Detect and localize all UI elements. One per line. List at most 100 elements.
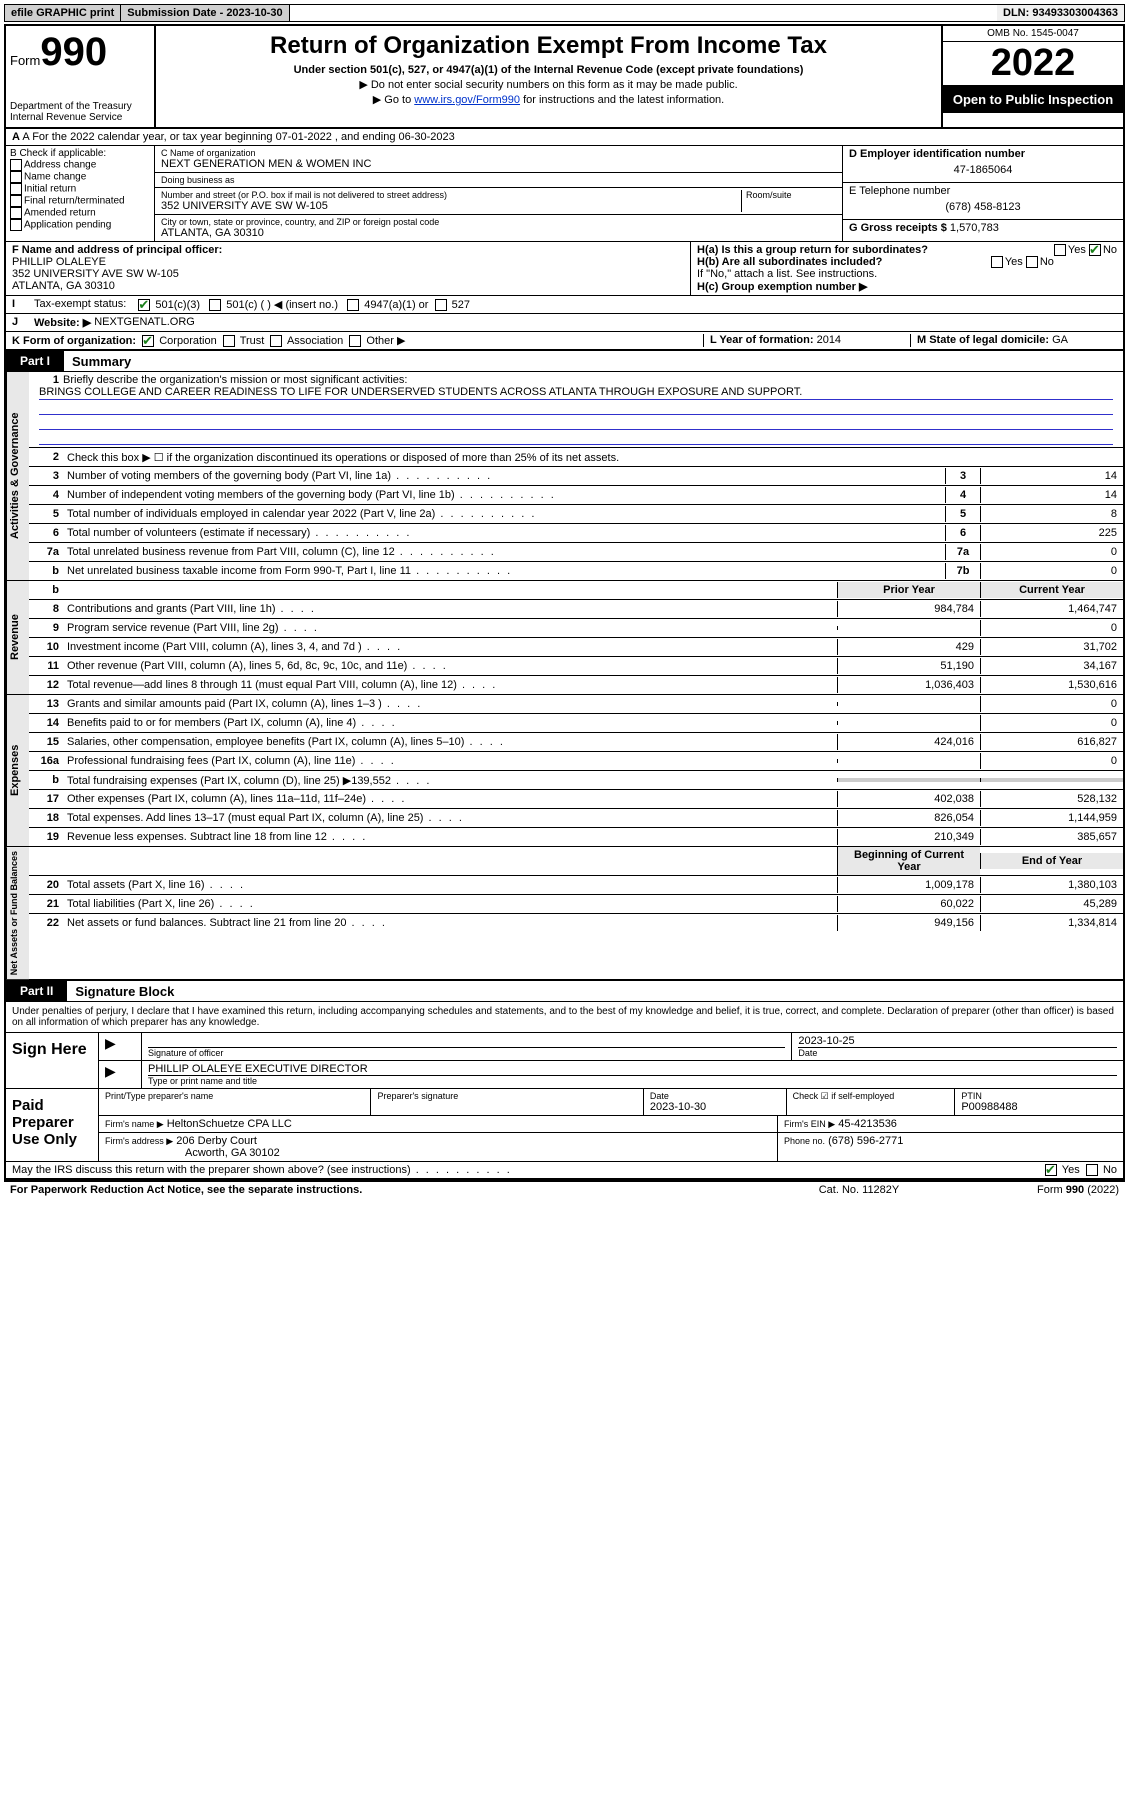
discuss-yes: Yes [1062, 1164, 1080, 1176]
cb-initial[interactable] [10, 183, 22, 195]
current-val: 31,702 [980, 639, 1123, 655]
discuss-yes-cb[interactable] [1045, 1164, 1057, 1176]
note-link: ▶ Go to www.irs.gov/Form990 for instruct… [166, 93, 931, 106]
footer-left: For Paperwork Reduction Act Notice, see … [10, 1184, 362, 1196]
prior-val [837, 721, 980, 725]
line-text: Net assets or fund balances. Subtract li… [63, 915, 837, 931]
discuss-no-cb[interactable] [1086, 1164, 1098, 1176]
prior-val: 949,156 [837, 915, 980, 931]
k-label: K Form of organization: [12, 335, 136, 347]
line-num: 12 [29, 677, 63, 693]
prep-date: 2023-10-30 [650, 1101, 780, 1113]
prep-sig-lbl: Preparer's signature [377, 1091, 636, 1101]
org-name: NEXT GENERATION MEN & WOMEN INC [161, 158, 836, 170]
hb-no-cb[interactable] [1026, 256, 1038, 268]
paid-preparer-block: Paid Preparer Use Only Print/Type prepar… [6, 1089, 1123, 1162]
end-year-hdr: End of Year [980, 853, 1123, 869]
opt-assoc: Association [287, 335, 343, 347]
cb-501c[interactable] [209, 299, 221, 311]
current-year-hdr: Current Year [980, 582, 1123, 598]
note2-pre: ▶ Go to [373, 94, 414, 106]
city-value: ATLANTA, GA 30310 [161, 227, 836, 239]
cb-other[interactable] [349, 335, 361, 347]
ha-yes: Yes [1068, 244, 1086, 256]
cb-name[interactable] [10, 171, 22, 183]
line-val: 14 [980, 487, 1123, 503]
website-value: NEXTGENATL.ORG [94, 316, 195, 329]
col-d: D Employer identification number 47-1865… [843, 146, 1123, 241]
gov-line: 6Total number of volunteers (estimate if… [29, 524, 1123, 543]
cb-final[interactable] [10, 195, 22, 207]
ha-yes-cb[interactable] [1054, 244, 1066, 256]
ein-label: D Employer identification number [849, 148, 1117, 160]
sig-date: 2023-10-25 [798, 1035, 1117, 1047]
hb-row: H(b) Are all subordinates included? Yes … [697, 256, 1117, 268]
line-text: Total number of volunteers (estimate if … [63, 525, 945, 541]
hb-yes-cb[interactable] [991, 256, 1003, 268]
line-text: Total unrelated business revenue from Pa… [63, 544, 945, 560]
dba-label: Doing business as [161, 175, 836, 185]
cb-4947[interactable] [347, 299, 359, 311]
cb-501c3[interactable] [138, 299, 150, 311]
prior-val: 826,054 [837, 810, 980, 826]
data-line: 20Total assets (Part X, line 16)1,009,17… [29, 876, 1123, 895]
line-val: 14 [980, 468, 1123, 484]
f-name: PHILLIP OLALEYE [12, 256, 684, 268]
gov-line: 2Check this box ▶ ☐ if the organization … [29, 448, 1123, 467]
firm-ein-lbl: Firm's EIN ▶ [784, 1119, 835, 1129]
sig-name-label: Type or print name and title [148, 1075, 1117, 1086]
cb-trust[interactable] [223, 335, 235, 347]
firm-ein: 45-4213536 [838, 1118, 897, 1130]
data-line: bTotal fundraising expenses (Part IX, co… [29, 771, 1123, 790]
cb-pending[interactable] [10, 219, 22, 231]
line-num: 20 [29, 877, 63, 893]
part1-header: Part I Summary [6, 351, 1123, 372]
header-right: OMB No. 1545-0047 2022 Open to Public In… [941, 26, 1123, 127]
sign-here-block: Sign Here ▶ Signature of officer 2023-10… [6, 1033, 1123, 1089]
prior-val: 51,190 [837, 658, 980, 674]
irs-link[interactable]: www.irs.gov/Form990 [414, 94, 520, 106]
cb-address[interactable] [10, 159, 22, 171]
ha-no-cb[interactable] [1089, 244, 1101, 256]
form-title: Return of Organization Exempt From Incom… [166, 32, 931, 60]
row-a: A A For the 2022 calendar year, or tax y… [6, 129, 1123, 146]
cb-corp[interactable] [142, 335, 154, 347]
efile-btn[interactable]: efile GRAPHIC print [5, 5, 121, 21]
data-line: 8Contributions and grants (Part VIII, li… [29, 600, 1123, 619]
lbl-final: Final return/terminated [24, 196, 125, 207]
prior-val [837, 702, 980, 706]
line-num: 4 [29, 487, 63, 503]
cb-assoc[interactable] [270, 335, 282, 347]
opt-527: 527 [452, 299, 470, 311]
line-num: 21 [29, 896, 63, 912]
line-box: 7b [945, 563, 980, 579]
tel-value: (678) 458-8123 [849, 197, 1117, 217]
cb-amended[interactable] [10, 207, 22, 219]
sig-date-label: Date [798, 1047, 1117, 1058]
note2-post: for instructions and the latest informat… [520, 94, 724, 106]
prior-val: 60,022 [837, 896, 980, 912]
vtab-na: Net Assets or Fund Balances [6, 847, 29, 979]
l-val: 2014 [817, 334, 841, 346]
opt-501c3: 501(c)(3) [155, 299, 200, 311]
line-text: Total number of individuals employed in … [63, 506, 945, 522]
current-val: 1,530,616 [980, 677, 1123, 693]
footer-right: Form 990 (2022) [959, 1184, 1119, 1196]
ein-value: 47-1865064 [849, 160, 1117, 180]
line-num: b [29, 563, 63, 579]
footer-mid: Cat. No. 11282Y [759, 1184, 959, 1196]
data-line: 21Total liabilities (Part X, line 26)60,… [29, 895, 1123, 914]
ha-no: No [1103, 244, 1117, 256]
mission-text: BRINGS COLLEGE AND CAREER READINESS TO L… [39, 386, 1113, 400]
cb-527[interactable] [435, 299, 447, 311]
paid-label: Paid Preparer Use Only [6, 1089, 98, 1161]
opt-other: Other ▶ [366, 335, 405, 347]
firm-phone: (678) 596-2771 [828, 1135, 903, 1147]
sig-declaration: Under penalties of perjury, I declare th… [6, 1002, 1123, 1033]
line-num: 14 [29, 715, 63, 731]
line-num: 6 [29, 525, 63, 541]
line-text: Number of voting members of the governin… [63, 468, 945, 484]
line-num: 2 [29, 449, 63, 465]
data-line: 19Revenue less expenses. Subtract line 1… [29, 828, 1123, 846]
gov-line: 5Total number of individuals employed in… [29, 505, 1123, 524]
